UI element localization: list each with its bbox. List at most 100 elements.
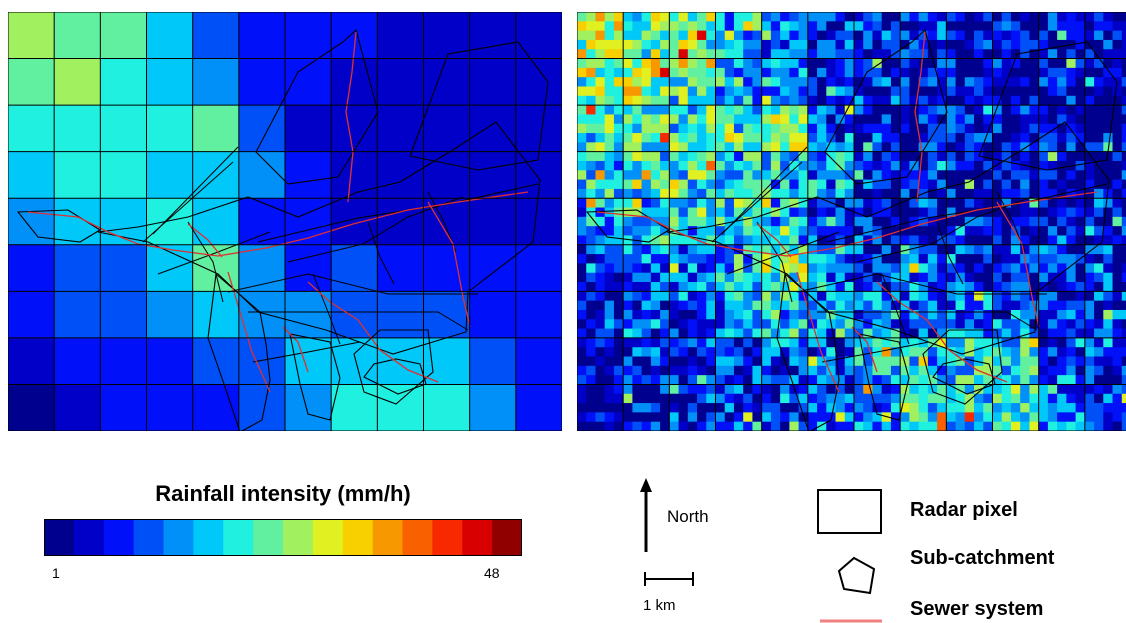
fine-radar-pixel	[789, 133, 799, 143]
fine-radar-pixel	[780, 365, 790, 376]
fine-radar-pixel	[770, 30, 781, 41]
fine-radar-pixel	[780, 403, 790, 413]
fine-radar-pixel	[983, 254, 993, 264]
fine-radar-pixel	[807, 86, 818, 97]
fine-radar-pixel	[983, 421, 993, 431]
fine-radar-pixel	[577, 151, 587, 162]
fine-radar-pixel	[835, 291, 846, 302]
fine-radar-pixel	[807, 263, 818, 274]
fine-radar-pixel	[974, 39, 984, 50]
radar-pixel	[192, 105, 240, 153]
fine-radar-pixel	[992, 226, 1003, 236]
fine-radar-pixel	[1094, 21, 1104, 32]
fine-radar-pixel	[900, 384, 910, 395]
fine-radar-pixel	[1047, 114, 1058, 125]
sub-catchment-boundary	[187, 221, 224, 303]
fine-radar-pixel	[678, 319, 689, 329]
fine-radar-pixel	[577, 319, 587, 329]
fine-radar-pixel	[623, 114, 633, 125]
fine-radar-pixel	[964, 160, 975, 171]
fine-radar-pixel	[826, 226, 836, 236]
fine-radar-pixel	[789, 384, 799, 395]
fine-radar-pixel	[697, 384, 707, 395]
fine-radar-pixel	[687, 356, 698, 367]
fine-radar-pixel	[863, 291, 873, 302]
fine-radar-pixel	[964, 244, 975, 255]
fine-radar-pixel	[770, 86, 781, 97]
fine-radar-pixel	[697, 216, 707, 227]
fine-radar-pixel	[872, 114, 883, 125]
fine-radar-pixel	[937, 300, 947, 311]
fine-radar-pixel	[955, 375, 966, 385]
fine-radar-pixel	[1047, 207, 1058, 218]
fine-radar-pixel	[890, 151, 901, 162]
fine-radar-pixel	[1057, 282, 1067, 292]
fine-radar-pixel	[1010, 133, 1021, 143]
fine-radar-pixel	[983, 337, 993, 348]
fine-radar-pixel	[937, 309, 947, 320]
fine-radar-pixel	[586, 393, 596, 404]
fine-radar-pixel	[752, 421, 763, 431]
fine-radar-pixel	[890, 77, 901, 87]
fine-radar-pixel	[1029, 356, 1040, 367]
fine-radar-pixel	[798, 291, 809, 302]
fine-radar-pixel	[660, 300, 670, 311]
fine-radar-pixel	[641, 49, 652, 59]
fine-radar-pixel	[826, 375, 836, 385]
fine-radar-pixel	[1084, 133, 1095, 143]
fine-radar-pixel	[826, 49, 836, 59]
fine-radar-pixel	[1112, 160, 1123, 171]
fine-radar-pixel	[669, 421, 679, 431]
fine-radar-pixel	[650, 133, 661, 143]
fine-radar-pixel	[863, 30, 873, 41]
fine-radar-pixel	[669, 77, 679, 87]
fine-radar-pixel	[881, 114, 892, 125]
fine-radar-pixel	[752, 207, 763, 218]
fine-radar-pixel	[1075, 160, 1086, 171]
fine-radar-pixel	[733, 123, 744, 134]
fine-radar-pixel	[1094, 216, 1104, 227]
fine-radar-pixel	[669, 356, 679, 367]
fine-radar-pixel	[918, 12, 929, 22]
fine-radar-pixel	[632, 244, 643, 255]
fine-radar-pixel	[1084, 356, 1095, 367]
fine-radar-pixel	[761, 421, 772, 431]
fine-radar-pixel	[863, 86, 873, 97]
fine-radar-pixel	[1112, 86, 1123, 97]
fine-radar-pixel	[586, 49, 596, 59]
fine-radar-pixel	[1001, 216, 1012, 227]
sub-catchment-boundary	[367, 221, 395, 285]
fine-radar-pixel	[1112, 300, 1123, 311]
fine-radar-pixel	[604, 49, 615, 59]
fine-radar-pixel	[854, 309, 864, 320]
fine-radar-pixel	[909, 375, 920, 385]
fine-radar-pixel	[706, 226, 716, 236]
fine-radar-pixel	[641, 95, 652, 106]
fine-radar-pixel	[586, 198, 596, 208]
fine-radar-pixel	[595, 365, 606, 376]
fine-radar-pixel	[1038, 347, 1049, 357]
fine-radar-pixel	[881, 412, 892, 423]
fine-radar-pixel	[586, 216, 596, 227]
fine-radar-pixel	[623, 49, 633, 59]
fine-radar-pixel	[854, 365, 864, 376]
fine-radar-pixel	[604, 151, 615, 162]
fine-radar-pixel	[1020, 86, 1030, 97]
fine-radar-pixel	[1047, 105, 1058, 115]
fine-radar-pixel	[586, 403, 596, 413]
fine-radar-pixel	[983, 123, 993, 134]
fine-radar-pixel	[974, 421, 984, 431]
fine-radar-pixel	[955, 263, 966, 274]
fine-radar-pixel	[1020, 226, 1030, 236]
fine-radar-pixel	[854, 160, 864, 171]
fine-radar-pixel	[927, 21, 938, 32]
fine-radar-pixel	[623, 170, 633, 180]
fine-radar-pixel	[798, 77, 809, 87]
fine-radar-pixel	[770, 226, 781, 236]
fine-radar-pixel	[817, 272, 827, 283]
fine-radar-pixel	[604, 272, 615, 283]
fine-radar-pixel	[1084, 49, 1095, 59]
sewer-line	[27, 191, 529, 257]
fine-radar-pixel	[1038, 170, 1049, 180]
fine-radar-pixel	[835, 384, 846, 395]
